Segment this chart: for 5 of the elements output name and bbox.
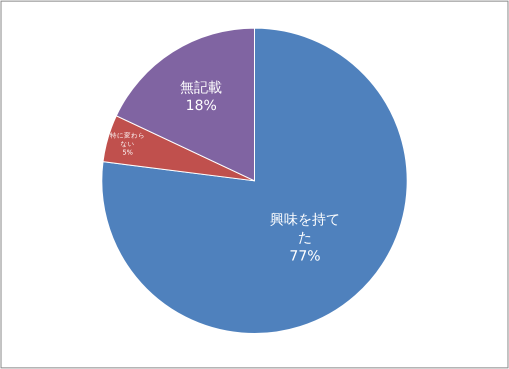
pie-slice [101,28,408,334]
slice-label: 興味を持てた [270,212,340,246]
data-label: 77% [289,248,321,264]
slice-label: 無記載 [180,80,222,96]
data-label: 18% [186,98,217,114]
